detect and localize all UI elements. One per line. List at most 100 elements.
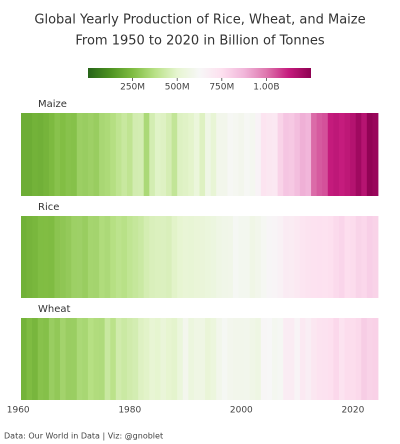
stripe [277, 113, 284, 196]
stripe [294, 216, 301, 298]
stripe [93, 318, 100, 400]
stripe [121, 113, 128, 196]
stripe [316, 318, 323, 400]
stripe [205, 113, 212, 196]
stripe [299, 216, 306, 298]
stripe [76, 318, 83, 400]
stripe [82, 216, 89, 298]
stripe [149, 216, 156, 298]
stripe [143, 216, 150, 298]
stripe [232, 113, 239, 196]
stripe [311, 318, 318, 400]
stripe [327, 113, 334, 196]
stripe [177, 113, 184, 196]
stripe [316, 113, 323, 196]
stripe [166, 318, 173, 400]
stripe [199, 113, 206, 196]
stripe [216, 318, 223, 400]
x-tick-label: 2020 [341, 406, 364, 416]
stripe [54, 318, 61, 400]
panel-label: Wheat [38, 304, 71, 315]
stripe [188, 216, 195, 298]
stripe [87, 318, 94, 400]
stripe [126, 318, 133, 400]
stripe [322, 113, 329, 196]
stripe [154, 318, 161, 400]
stripe [210, 318, 217, 400]
stripe [227, 318, 234, 400]
stripe [227, 216, 234, 298]
stripe [143, 113, 150, 196]
stripe [76, 216, 83, 298]
stripe [110, 113, 117, 196]
stripe [115, 113, 122, 196]
stripe [366, 216, 373, 298]
stripe [344, 318, 351, 400]
stripe [350, 113, 357, 196]
stripe [160, 318, 167, 400]
stripe [32, 113, 39, 196]
stripe [361, 318, 368, 400]
stripe [65, 113, 72, 196]
stripe [37, 216, 44, 298]
stripe [21, 113, 27, 196]
stripe [294, 113, 301, 196]
colorbar-tick-label: 250M [120, 83, 145, 93]
stripe [283, 216, 290, 298]
stripe [338, 113, 345, 196]
stripe [311, 216, 318, 298]
stripe [338, 216, 345, 298]
stripe [43, 216, 50, 298]
stripe [238, 216, 245, 298]
chart-title: Global Yearly Production of Rice, Wheat,… [34, 13, 365, 28]
stripe [277, 318, 284, 400]
stripe [65, 318, 72, 400]
stripe [366, 113, 373, 196]
stripe [132, 113, 139, 196]
stripe [115, 216, 122, 298]
stripe [260, 318, 267, 400]
stripe [26, 318, 33, 400]
stripe [76, 113, 83, 196]
stripe [244, 113, 251, 196]
stripe [227, 113, 234, 196]
stripe [32, 216, 39, 298]
stripe [283, 113, 290, 196]
stripe [71, 113, 78, 196]
panel-label: Maize [38, 99, 67, 110]
stripe [322, 216, 329, 298]
colorbar-tick-label: 500M [165, 83, 190, 93]
stripe [305, 113, 312, 196]
stripe [177, 216, 184, 298]
stripe [255, 216, 262, 298]
stripe [199, 318, 206, 400]
stripe [244, 318, 251, 400]
stripe [60, 113, 67, 196]
stripe [221, 318, 228, 400]
stripe [115, 318, 122, 400]
stripe [266, 318, 273, 400]
stripe [361, 216, 368, 298]
stripe [216, 216, 223, 298]
stripe [333, 318, 340, 400]
stripe [366, 318, 373, 400]
stripe [82, 113, 89, 196]
stripe [149, 318, 156, 400]
stripe [143, 318, 150, 400]
x-tick-label: 2000 [230, 406, 253, 416]
stripe [193, 216, 200, 298]
stripe [87, 216, 94, 298]
colorbar-tick-label: 750M [209, 83, 234, 93]
stripe [110, 216, 117, 298]
stripe [104, 216, 111, 298]
stripe [221, 216, 228, 298]
stripe [288, 113, 295, 196]
stripe [338, 318, 345, 400]
stripe [255, 318, 262, 400]
stripe [266, 113, 273, 196]
stripe [299, 318, 306, 400]
stripe [210, 216, 217, 298]
stripe [54, 216, 61, 298]
stripe [71, 318, 78, 400]
